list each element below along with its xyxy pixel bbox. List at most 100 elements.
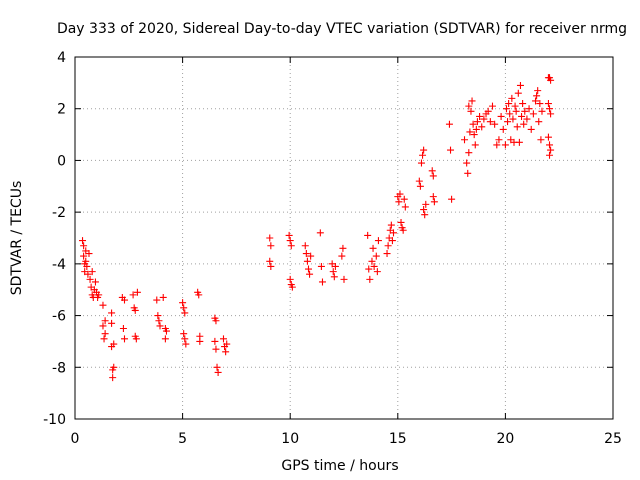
data-point: [222, 348, 230, 356]
data-point: [286, 237, 294, 245]
data-point: [478, 123, 486, 131]
data-point: [387, 221, 395, 229]
data-point: [396, 190, 404, 198]
data-point: [340, 275, 348, 283]
data-point: [119, 325, 127, 332]
data-point: [108, 319, 116, 327]
data-point: [395, 198, 403, 206]
data-point: [546, 151, 554, 159]
data-point: [99, 301, 107, 309]
data-point: [84, 270, 92, 278]
x-tick-label: 0: [71, 431, 80, 447]
y-tick-label: 2: [57, 102, 66, 118]
data-point: [400, 195, 408, 203]
data-point: [505, 100, 513, 108]
x-tick-label: 25: [604, 431, 622, 447]
data-point: [525, 105, 533, 113]
data-point: [161, 335, 169, 343]
data-point: [445, 120, 453, 128]
data-point: [509, 115, 517, 123]
data-point: [497, 112, 505, 120]
data-point: [491, 120, 499, 128]
chart-title: Day 333 of 2020, Sidereal Day-to-day VTE…: [57, 21, 627, 37]
data-point: [514, 89, 522, 97]
data-point: [101, 317, 109, 325]
data-point: [154, 312, 162, 320]
data-point: [546, 105, 554, 113]
data-point: [533, 92, 541, 100]
data-point: [488, 102, 496, 110]
data-point: [86, 275, 94, 283]
data-point: [195, 291, 203, 299]
data-point: [132, 335, 140, 343]
data-point: [307, 252, 315, 260]
data-point: [419, 151, 427, 159]
y-tick-label: -8: [52, 360, 66, 376]
data-point: [428, 167, 436, 175]
data-point: [397, 218, 405, 226]
data-point: [401, 203, 409, 211]
data-point: [211, 337, 219, 345]
data-point: [286, 275, 294, 283]
data-point: [546, 141, 554, 149]
data-point: [267, 242, 275, 250]
data-point: [476, 112, 484, 120]
data-point: [196, 337, 204, 345]
data-point: [180, 330, 188, 338]
data-point: [339, 244, 347, 252]
data-points: [79, 74, 555, 382]
y-tick-label: -4: [52, 257, 66, 273]
y-tick-label: -10: [43, 412, 66, 428]
data-point: [368, 257, 376, 265]
data-point: [120, 335, 128, 343]
data-point: [536, 100, 544, 108]
data-point: [544, 100, 552, 108]
data-point: [372, 252, 380, 260]
data-point: [306, 270, 314, 278]
data-point: [180, 304, 188, 312]
data-point: [501, 141, 509, 149]
data-point: [471, 141, 479, 149]
data-point: [304, 265, 312, 273]
data-point: [302, 250, 310, 258]
data-point: [80, 242, 88, 250]
data-point: [331, 262, 339, 270]
x-tick-label: 10: [281, 431, 299, 447]
data-point: [287, 242, 295, 250]
data-point: [422, 200, 430, 208]
x-tick-label: 15: [389, 431, 407, 447]
data-point: [330, 273, 338, 281]
data-point: [266, 257, 274, 265]
data-point: [532, 97, 540, 105]
data-point: [484, 107, 492, 115]
data-point: [365, 265, 373, 273]
data-point: [415, 177, 423, 185]
data-point: [181, 335, 189, 343]
data-point: [364, 231, 372, 239]
data-point: [420, 206, 428, 214]
data-point: [429, 193, 437, 201]
data-point: [219, 335, 227, 343]
data-point: [429, 172, 437, 180]
data-point: [267, 262, 275, 270]
data-point: [499, 125, 507, 133]
data-point: [131, 306, 139, 314]
data-point: [156, 322, 164, 330]
data-point: [448, 195, 456, 203]
data-point: [547, 110, 555, 118]
data-point: [534, 87, 542, 95]
data-point: [519, 100, 527, 108]
data-point: [133, 288, 141, 296]
data-point: [493, 141, 501, 149]
data-point: [88, 268, 96, 276]
data-point: [129, 291, 137, 299]
data-point: [520, 120, 528, 128]
data-point: [212, 317, 220, 325]
data-point: [430, 198, 438, 206]
data-point: [285, 231, 293, 239]
grid-lines: [75, 57, 613, 419]
data-point: [388, 237, 396, 245]
data-point: [399, 226, 407, 234]
data-point: [537, 136, 545, 144]
